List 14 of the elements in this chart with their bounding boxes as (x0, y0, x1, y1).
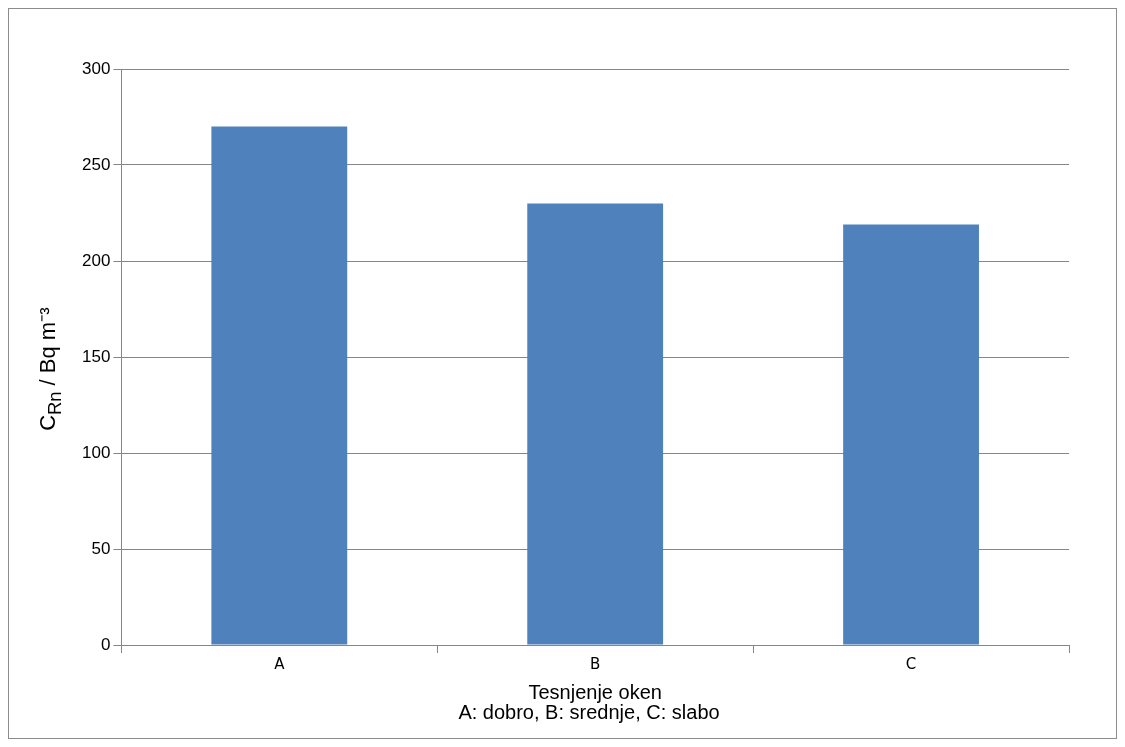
bar (211, 126, 348, 645)
y-tick-label: 100 (81, 442, 111, 462)
y-tick-label: 250 (81, 154, 111, 174)
y-tick-label: 200 (81, 250, 111, 270)
x-tick-label: A (274, 654, 286, 673)
x-tick-label: C (905, 654, 917, 673)
y-tick-label: 0 (100, 634, 111, 654)
bar (843, 224, 979, 645)
bar (527, 203, 664, 645)
y-tick-label: 300 (81, 58, 111, 78)
x-axis-title: Tesnjenje oken (528, 680, 662, 703)
y-tick-label: 150 (81, 346, 111, 366)
x-tick-label: B (590, 654, 601, 673)
y-tick-label: 50 (91, 538, 111, 558)
